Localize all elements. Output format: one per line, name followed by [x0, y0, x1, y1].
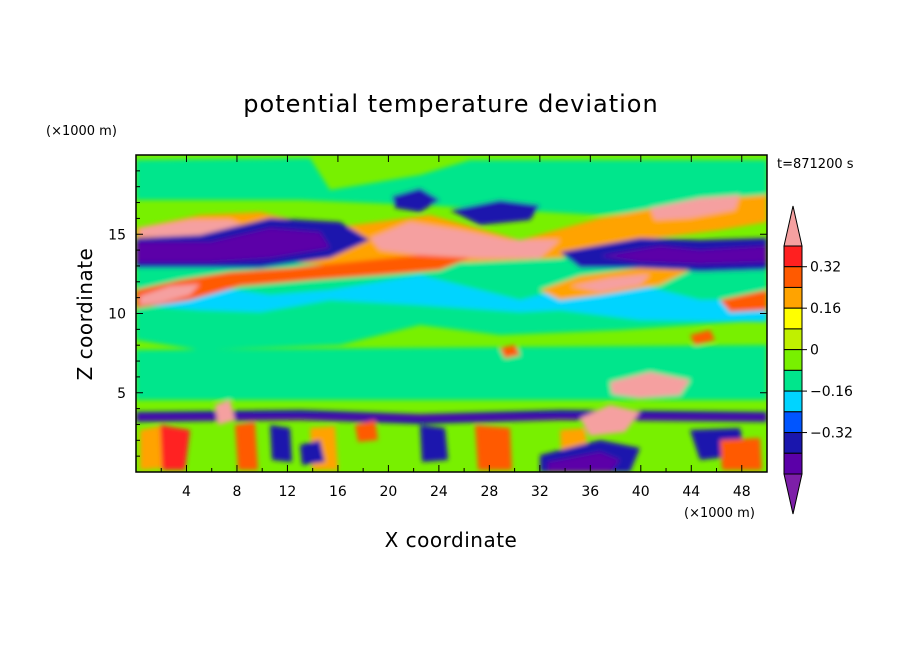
colorbar-tick-label: 0.32 [810, 260, 841, 276]
colorbar-box [783, 307, 803, 330]
heat-region [355, 420, 378, 442]
colorbar-tick-label: −0.32 [810, 426, 853, 442]
colorbar-box [783, 452, 803, 475]
heat-region [548, 452, 620, 472]
y-tick-label: 10 [108, 307, 126, 323]
heat-region [136, 228, 330, 262]
heat-region [235, 422, 258, 470]
colorbar: 0.32 0.16 0 −0.16 −0.32 [783, 205, 853, 515]
x-tick-label: 40 [632, 484, 650, 500]
colorbar-tick-label: 0.16 [810, 301, 841, 317]
y-axis-label: Z coordinate [73, 248, 97, 381]
colorbar-tick-label: −0.16 [810, 384, 853, 400]
colorbar-box [783, 328, 803, 351]
x-axis-unit: (×1000 m) [684, 506, 755, 521]
heat-region [475, 425, 512, 470]
x-tick-label: 8 [232, 484, 241, 500]
heat-region [136, 345, 767, 400]
heat-region [720, 290, 767, 312]
colorbar-box [783, 245, 803, 268]
heat-region [370, 222, 560, 258]
heat-region [270, 425, 292, 462]
colorbar-box [783, 266, 803, 288]
colorbar-box [783, 349, 803, 371]
x-tick-label: 12 [279, 484, 297, 500]
colorbar-box [783, 432, 803, 454]
heat-region [392, 188, 440, 212]
x-tick-label: 44 [682, 484, 700, 500]
heat-region [450, 200, 540, 225]
y-ticks: 5 10 15 [108, 170, 767, 457]
heat-region [580, 405, 640, 436]
y-tick-label: 5 [117, 386, 126, 402]
heat-region [160, 425, 190, 470]
x-tick-label: 20 [379, 484, 397, 500]
x-tick-label: 28 [480, 484, 498, 500]
colorbar-box [783, 390, 803, 413]
colorbar-box [783, 369, 803, 392]
heat-region [136, 255, 470, 308]
heat-region [650, 195, 740, 220]
x-tick-label: 48 [733, 484, 751, 500]
heat-region [300, 440, 325, 465]
x-tick-label: 16 [329, 484, 347, 500]
colorbar-min-triangle [783, 473, 803, 515]
heat-region [140, 426, 165, 470]
time-label: t=871200 s [777, 157, 854, 172]
heat-region [136, 275, 767, 322]
chart-title: potential temperature deviation [243, 90, 658, 118]
heat-region [136, 158, 767, 215]
heat-region [215, 400, 235, 425]
x-tick-label: 32 [531, 484, 549, 500]
x-ticks: 4 8 12 16 20 24 28 32 36 40 44 48 [160, 155, 751, 500]
x-tick-label: 36 [581, 484, 599, 500]
colorbar-tick-label: 0 [810, 343, 819, 359]
heat-region [420, 425, 448, 462]
x-axis-label: X coordinate [385, 528, 518, 552]
heat-region [600, 246, 767, 264]
colorbar-box [783, 411, 803, 434]
heat-region [720, 438, 762, 470]
colorbar-max-triangle [783, 205, 803, 247]
heat-region [690, 330, 715, 345]
x-tick-label: 24 [430, 484, 448, 500]
heat-region [500, 345, 520, 358]
y-axis-unit: (×1000 m) [46, 124, 117, 139]
x-tick-label: 4 [182, 484, 191, 500]
heat-region [570, 274, 650, 292]
colorbar-box [783, 286, 803, 309]
heat-region [140, 284, 200, 305]
heatmap-field [136, 155, 767, 472]
heat-region [610, 372, 690, 398]
y-tick-label: 15 [108, 227, 126, 243]
